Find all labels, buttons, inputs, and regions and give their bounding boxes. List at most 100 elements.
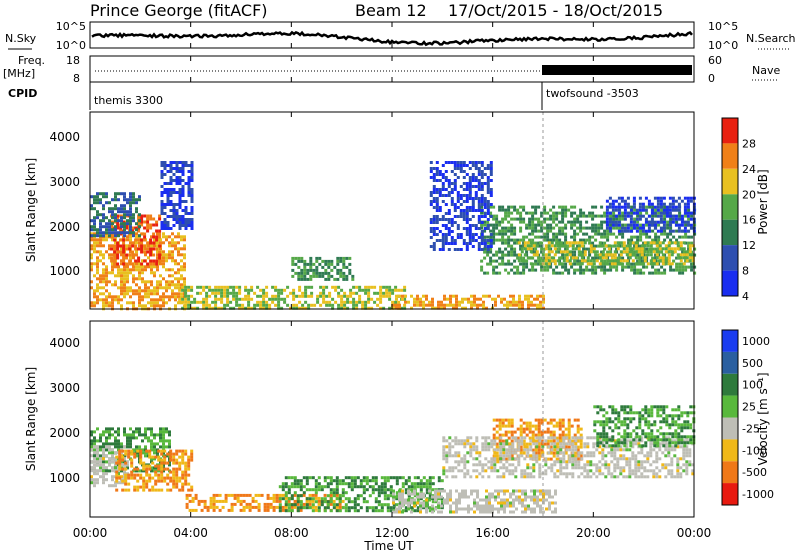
velocity-cell-r5 [542, 498, 545, 502]
power-cell-r4 [217, 285, 221, 289]
power-cell-r10 [477, 236, 481, 239]
power-cell-r9 [659, 220, 663, 224]
power-cell-r7 [525, 223, 529, 227]
power-cell-r3 [169, 161, 173, 164]
velocity-cell-r4 [425, 488, 429, 492]
power-cell-r1 [140, 241, 144, 245]
power-cell-r7 [564, 265, 568, 269]
power-cell-r9 [641, 205, 645, 209]
power-cell-r1 [119, 229, 123, 233]
power-cell-r2 [111, 207, 114, 211]
power-cell-r8 [679, 253, 683, 257]
velocity-cell-r5 [461, 492, 464, 496]
power-cell-r7 [690, 214, 694, 218]
power-cell-r10 [483, 242, 487, 245]
power-cell-r7 [480, 205, 484, 209]
power-cell-r3 [163, 173, 167, 176]
power-cell-r7 [501, 250, 505, 254]
power-cell-r7 [585, 247, 589, 251]
power-cell-r9 [656, 214, 660, 218]
power-cell-r4 [262, 297, 266, 301]
power-cell-r9 [638, 226, 642, 230]
velocity-cell-r4 [410, 488, 414, 492]
velocity-cell-r1 [111, 460, 114, 464]
power-cell-r0 [111, 262, 114, 266]
power-cell-r0 [168, 250, 171, 254]
power-cell-r7 [561, 271, 565, 275]
power-cell-r6 [515, 303, 518, 307]
power-cell-r4 [352, 291, 356, 295]
power-cell-r10 [480, 248, 484, 251]
power-cell-r1 [134, 244, 138, 248]
power-cell-r4 [361, 303, 365, 307]
velocity-cell-r5 [482, 498, 485, 502]
freq-unit-label: [MHz] [3, 67, 35, 80]
power-cell-r1 [152, 253, 156, 257]
power-cell-r7 [579, 220, 583, 224]
power-cell-r2 [114, 225, 117, 229]
power-cell-r8 [550, 244, 554, 248]
power-cell-r0 [126, 286, 129, 290]
power-cell-r1 [158, 259, 162, 263]
power-cell-r7 [612, 232, 616, 236]
power-cell-r4 [349, 288, 353, 292]
power-cell-r7 [594, 271, 598, 275]
power-cell-r7 [510, 205, 514, 209]
power-cell-r7 [654, 253, 658, 257]
power-cell-r7 [498, 271, 502, 275]
power-cell-r7 [654, 232, 658, 236]
power-cell-r7 [546, 229, 550, 233]
power-cell-r7 [522, 265, 526, 269]
power-cell-r7 [522, 241, 526, 245]
velocity-cell-r0 [138, 430, 141, 434]
power-cell-r4 [382, 285, 386, 289]
power-cell-r7 [693, 232, 697, 236]
power-cell-r7 [639, 253, 643, 257]
power-cell-r0 [165, 235, 168, 239]
power-cell-r7 [540, 235, 544, 239]
power-cell-r2 [120, 207, 123, 211]
velocity-cell-r5 [467, 495, 470, 499]
power-cell-r8 [658, 244, 662, 248]
power-cell-r0 [138, 238, 141, 242]
power-cell-r5 [291, 268, 295, 272]
power-cell-r2 [132, 213, 135, 217]
power-cell-r4 [229, 285, 233, 289]
power-cell-r0 [174, 295, 177, 299]
power-cell-r10 [453, 161, 457, 164]
power-cell-r0 [135, 292, 138, 296]
power-cell-r7 [609, 265, 613, 269]
velocity-cell-r4 [350, 476, 354, 480]
velocity-cell-r1 [108, 484, 111, 488]
power-cell-r1 [158, 256, 162, 260]
power-cell-r0 [153, 286, 156, 290]
velocity-cell-r4 [278, 503, 282, 507]
power-cell-r7 [612, 217, 616, 221]
power-cell-r7 [633, 271, 637, 275]
velocity-cell-r5 [467, 504, 470, 508]
velocity-cell-r4 [308, 488, 312, 492]
velocity-cell-r6 [561, 424, 565, 428]
power-cell-r4 [301, 291, 305, 295]
power-cell-r0 [180, 253, 183, 257]
power-cell-r7 [636, 268, 640, 272]
power-cell-r7 [486, 235, 490, 239]
velocity-cell-r4 [353, 509, 357, 513]
power-cell-r8 [538, 262, 542, 266]
power-cell-r10 [438, 248, 442, 251]
velocity-cell-r0 [135, 427, 138, 431]
power-cell-r0 [132, 292, 135, 296]
power-cell-r9 [677, 202, 681, 206]
velocity-cell-r3 [254, 493, 258, 497]
velocity-cell-r6 [495, 457, 499, 461]
power-cell-r7 [519, 220, 523, 224]
velocity-cell-r6 [555, 421, 559, 425]
power-cell-r0 [123, 286, 126, 290]
power-cell-r9 [662, 208, 666, 212]
power-cell-r7 [684, 235, 688, 239]
power-cell-r9 [647, 223, 651, 227]
velocity-cell-r4 [293, 479, 297, 483]
power-cell-r7 [621, 265, 625, 269]
velocity-cell-r4 [329, 479, 333, 483]
power-cell-r10 [489, 233, 493, 236]
